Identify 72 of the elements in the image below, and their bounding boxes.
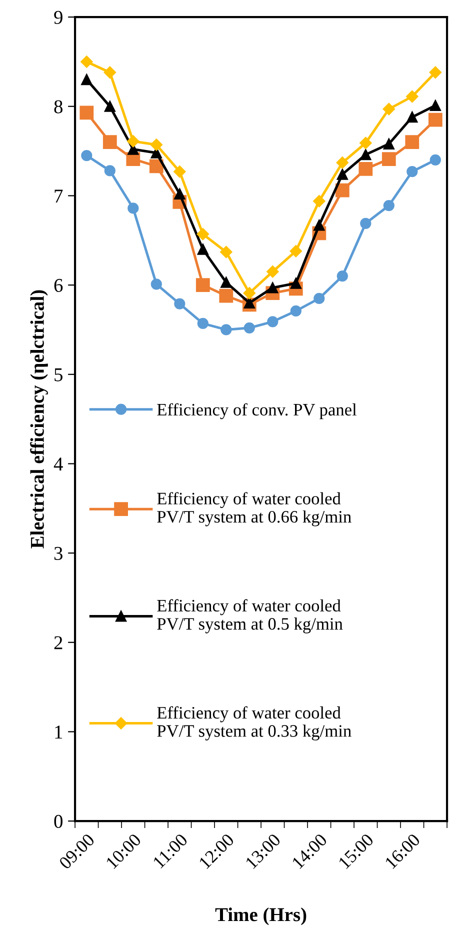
point: [383, 200, 394, 212]
point: [382, 152, 396, 166]
y-axis-title: Electrical efficiency (ηelctrical): [30, 290, 48, 548]
point: [219, 288, 234, 303]
point: [197, 244, 208, 255]
point: [174, 165, 186, 178]
point: [104, 165, 116, 176]
point: [290, 305, 302, 317]
point: [244, 322, 255, 334]
point: [197, 318, 208, 330]
y-tick-label: 7: [54, 190, 63, 202]
point: [382, 102, 395, 116]
point: [336, 270, 348, 282]
point: [149, 159, 164, 174]
y-tick-label: 8: [54, 100, 62, 114]
point: [314, 220, 325, 231]
x-axis-title: Time (Hrs): [215, 908, 306, 926]
point: [266, 266, 279, 278]
point: [290, 278, 302, 289]
legend-label: Efficiency of conv. PV panel: [157, 403, 357, 420]
point: [128, 202, 139, 214]
legend-label: Efficiency of water cooled PV/T system at 0.66 kg/min: [157, 492, 352, 526]
point: [290, 245, 302, 258]
y-tick-label: 1: [55, 726, 62, 738]
point: [196, 278, 210, 292]
point: [406, 112, 418, 123]
y-tick-label: 2: [54, 636, 62, 650]
legend-label: Efficiency of water cooled PV/T system at 0.5 kg/min: [157, 599, 343, 634]
point: [429, 66, 442, 79]
point: [81, 150, 92, 162]
legend-label: Efficiency of water cooled PV/T system at 0.33 kg/min: [157, 706, 352, 740]
y-tick-label: 9: [54, 10, 62, 24]
point: [267, 282, 278, 294]
point: [243, 286, 256, 300]
point: [220, 276, 232, 288]
point: [80, 56, 93, 68]
point: [406, 166, 418, 178]
point: [174, 188, 186, 200]
point: [336, 168, 348, 180]
y-tick-label: 4: [54, 458, 63, 470]
point: [358, 162, 373, 176]
point: [80, 106, 94, 120]
point: [313, 194, 326, 208]
point: [196, 228, 209, 240]
y-tick-label: 5: [54, 368, 62, 382]
point: [104, 66, 116, 79]
point: [104, 100, 116, 112]
point: [428, 112, 442, 127]
point: [174, 298, 186, 310]
point: [150, 138, 162, 151]
point: [430, 154, 441, 166]
point: [102, 135, 117, 150]
point: [406, 90, 418, 103]
y-tick-label: 0: [54, 814, 62, 828]
point: [360, 149, 372, 160]
point: [360, 218, 372, 229]
point: [336, 156, 348, 169]
y-tick-label: 6: [54, 278, 63, 292]
point: [335, 183, 350, 198]
point: [430, 100, 441, 112]
point: [314, 292, 325, 304]
point: [360, 136, 372, 150]
point: [383, 138, 394, 150]
point: [150, 278, 162, 290]
point: [220, 324, 232, 336]
point: [405, 135, 420, 150]
point: [81, 74, 92, 86]
point: [267, 316, 278, 328]
point: [127, 135, 140, 148]
y-tick-label: 3: [54, 546, 62, 560]
point: [220, 246, 232, 258]
point: [244, 297, 255, 308]
